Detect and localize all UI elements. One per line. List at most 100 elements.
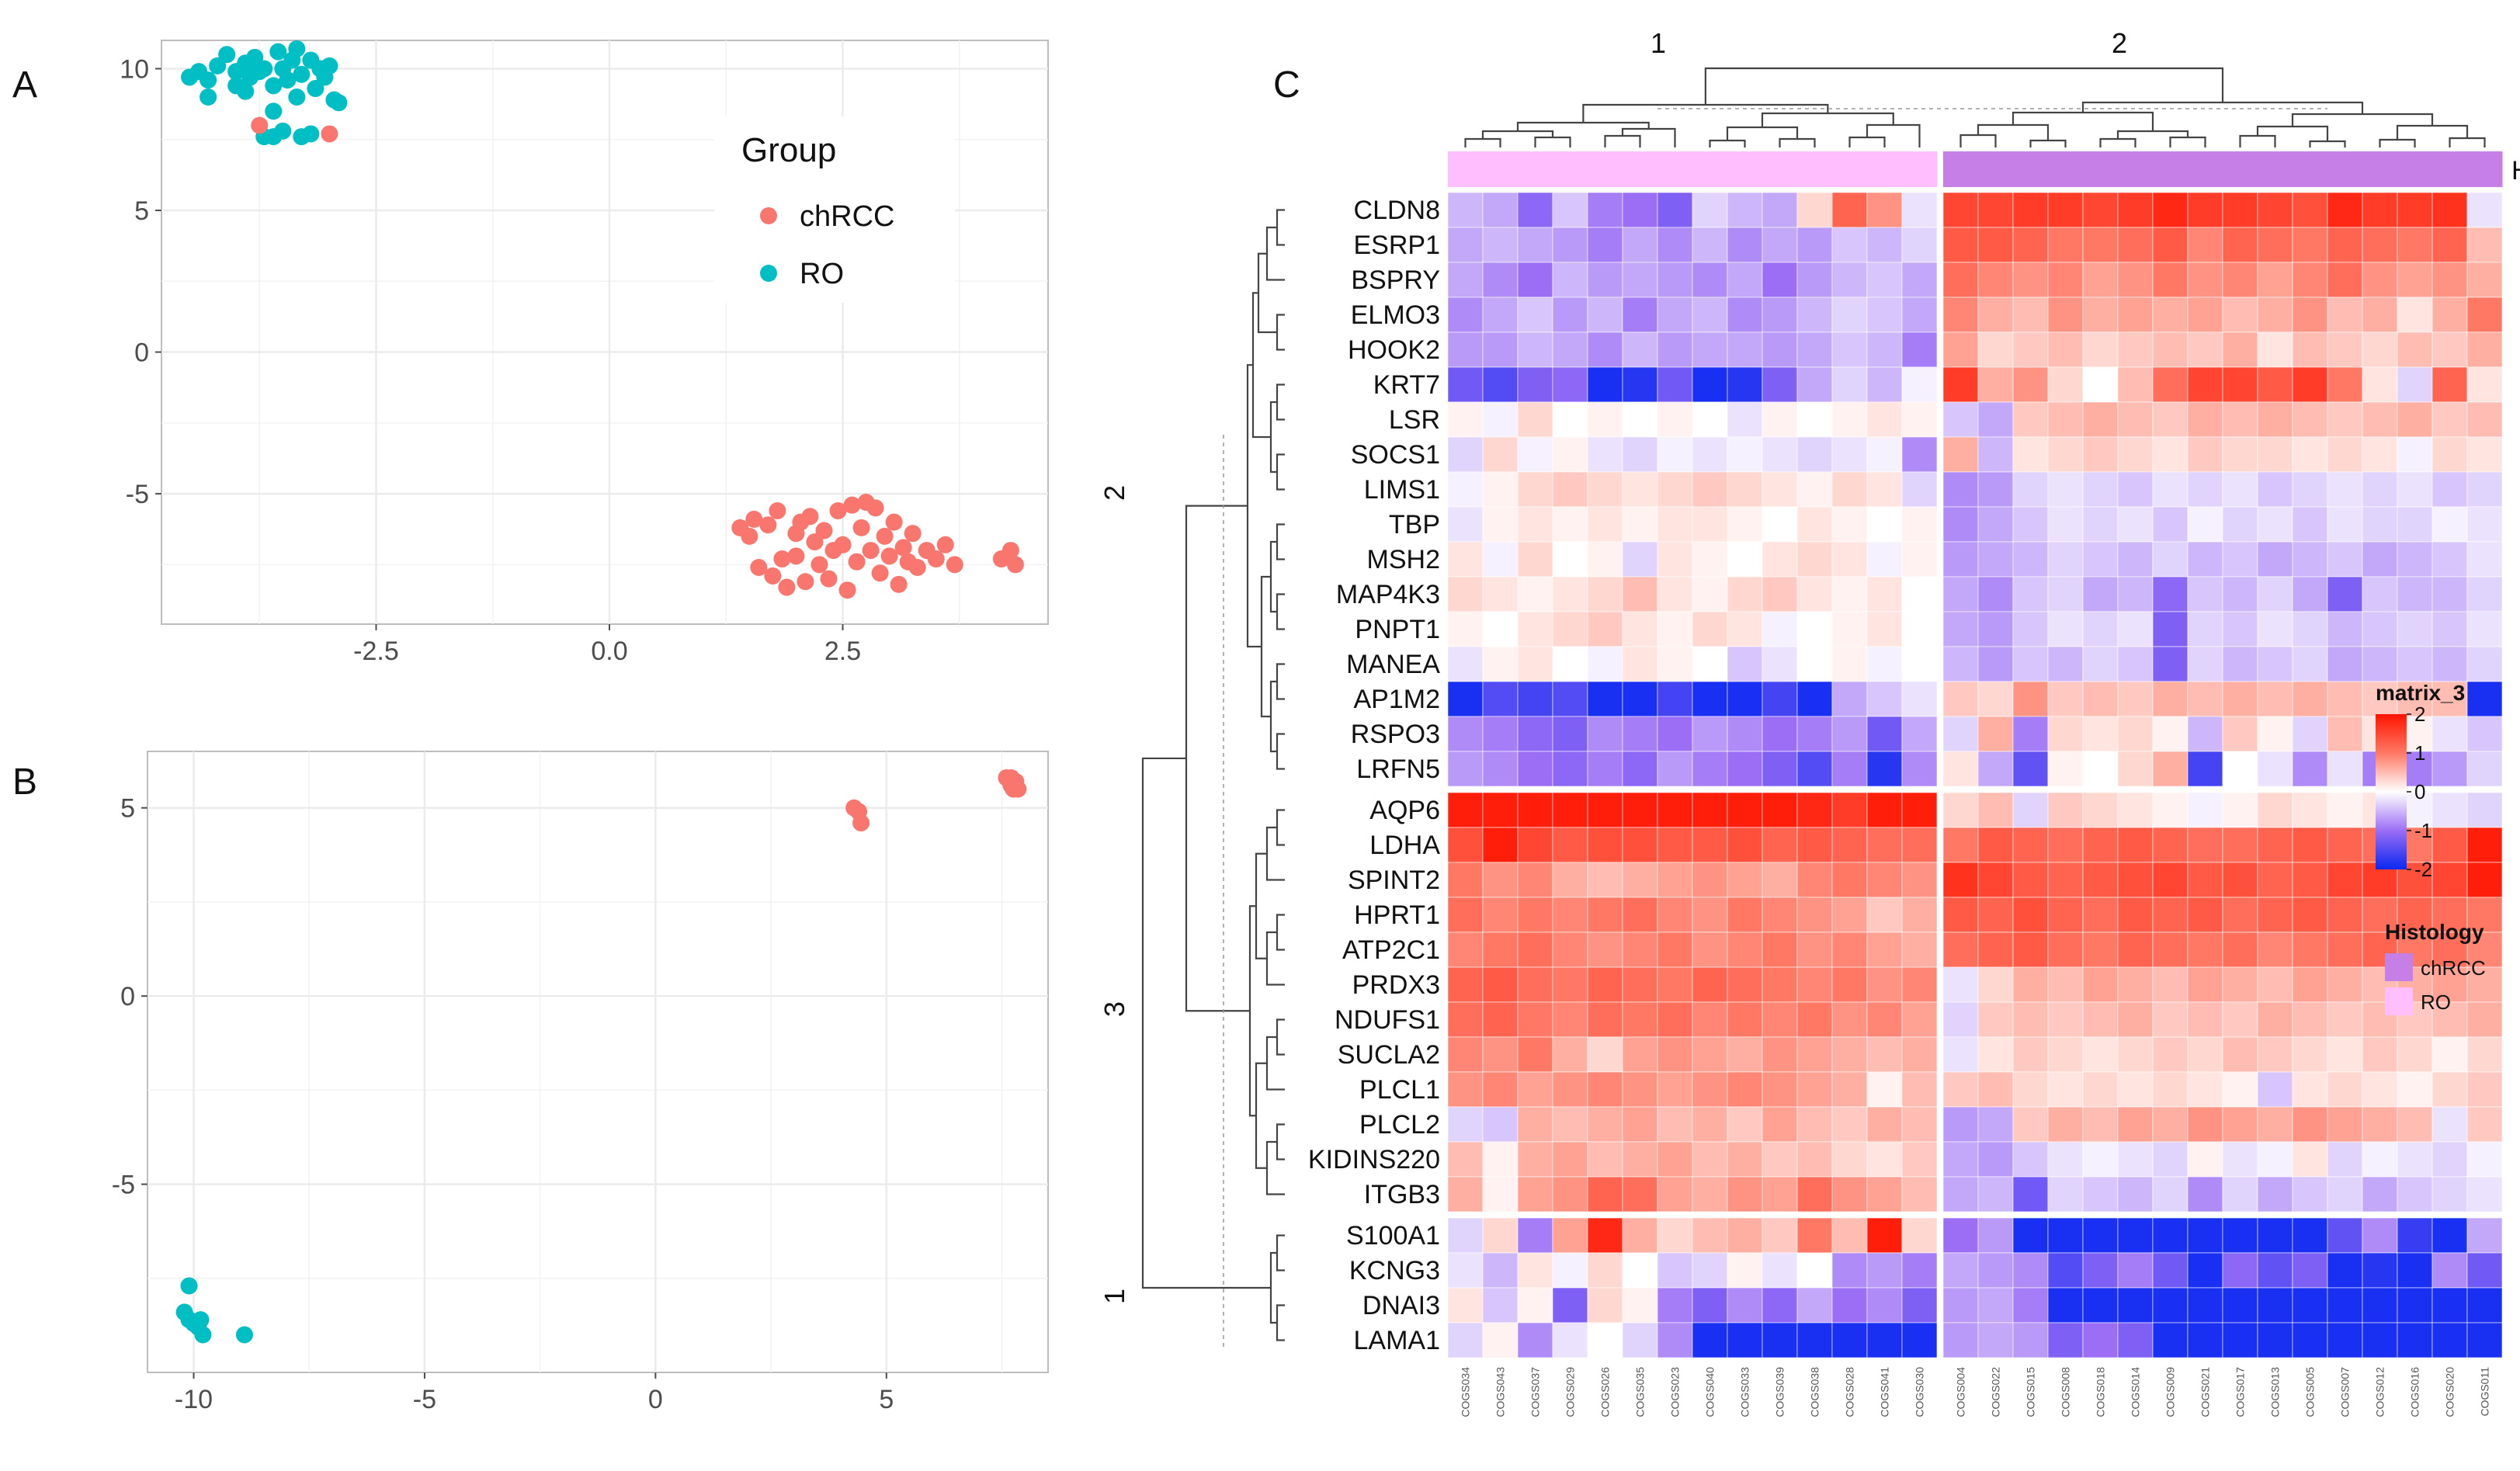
- heatmap-cell: [2152, 227, 2189, 263]
- heatmap-cell: [1517, 1001, 1553, 1038]
- heatmap-cell: [1622, 1071, 1658, 1108]
- heatmap-cell: [2082, 366, 2119, 403]
- heatmap-cell: [1762, 827, 1798, 863]
- heatmap-cell: [2257, 576, 2293, 612]
- heatmap-cell: [2466, 1176, 2503, 1213]
- heatmap-cell: [2082, 862, 2119, 898]
- heatmap-cell: [2152, 366, 2189, 403]
- heatmap-cell: [1622, 471, 1658, 508]
- heatmap-cell: [1796, 1001, 1833, 1038]
- heatmap-cell: [2257, 862, 2293, 898]
- heatmap-cell: [1727, 1141, 1763, 1178]
- heatmap-cell: [1657, 506, 1693, 543]
- heatmap-cell: [1762, 1252, 1798, 1289]
- heatmap-cell: [1447, 1141, 1484, 1178]
- heatmap-cell: [1657, 262, 1693, 298]
- heatmap-cell: [1901, 471, 1938, 508]
- heatmap-cell: [1796, 897, 1833, 933]
- heatmap-cell: [1517, 192, 1553, 228]
- heatmap-cell: [1447, 1322, 1484, 1358]
- heatmap-cell: [2117, 827, 2154, 863]
- heatmap-cell: [1447, 297, 1484, 333]
- panel-letter-c: C: [1273, 64, 1300, 106]
- heatmap-cell: [1552, 331, 1588, 368]
- heatmap-cell: [1942, 1322, 1979, 1358]
- histology-cell-ro: [1518, 151, 1553, 187]
- heatmap-cell: [2431, 1287, 2468, 1324]
- heatmap-cell: [2047, 541, 2084, 578]
- heatmap-cell: [2187, 436, 2223, 473]
- heatmap-cell: [1447, 227, 1484, 263]
- heatmap-cell: [1977, 1141, 2014, 1178]
- heatmap-cell: [2012, 1287, 2049, 1324]
- heatmap-cell: [1482, 192, 1519, 228]
- heatmap-cell: [2466, 297, 2503, 333]
- heatmap-cell: [2292, 1106, 2328, 1143]
- sample-label: COGS033: [1739, 1367, 1751, 1417]
- heatmap-cell: [2397, 1287, 2433, 1324]
- heatmap-cell: [1587, 192, 1623, 228]
- sample-label: COGS038: [1809, 1367, 1821, 1417]
- point-ro: [200, 88, 217, 106]
- heatmap-cell: [1727, 541, 1763, 578]
- dendrogram-branch: [1246, 364, 1262, 648]
- point-ro: [279, 71, 297, 89]
- heatmap-cell: [2222, 192, 2258, 228]
- heatmap-cell: [1901, 1106, 1938, 1143]
- heatmap-cell: [2257, 1141, 2293, 1178]
- heatmap-cell: [2187, 1176, 2223, 1213]
- point-chrcc: [904, 525, 922, 543]
- sample-label: COGS014: [2130, 1367, 2142, 1417]
- heatmap-cell: [1762, 1001, 1798, 1038]
- heatmap-cell: [1866, 1141, 1903, 1178]
- dendrogram-branch: [2011, 111, 2154, 131]
- point-chrcc: [880, 547, 898, 565]
- heatmap-cell: [1942, 1071, 1979, 1108]
- heatmap-cell: [1796, 966, 1833, 1003]
- heatmap-cell: [2466, 611, 2503, 647]
- heatmap-cell: [1762, 1176, 1798, 1213]
- heatmap-cell: [2222, 401, 2258, 438]
- heatmap-cell: [1447, 716, 1484, 752]
- heatmap-cell: [2117, 576, 2154, 612]
- heatmap-cell: [1587, 611, 1623, 647]
- point-ro: [302, 125, 320, 143]
- heatmap-cell: [2082, 611, 2119, 647]
- gene-label: HOOK2: [1348, 335, 1440, 365]
- heatmap-cell: [1482, 366, 1519, 403]
- heatmap-cell: [1692, 366, 1728, 403]
- heatmap-cell: [1552, 1217, 1588, 1254]
- heatmap-cell: [2292, 506, 2328, 543]
- heatmap-cell: [1692, 792, 1728, 828]
- point-chrcc: [801, 508, 819, 526]
- histology-legend-label-chrcc: chRCC: [2421, 956, 2486, 980]
- heatmap-cell: [1622, 297, 1658, 333]
- y-tick-label: -5: [126, 480, 149, 509]
- dendrogram-branch: [1276, 314, 1285, 351]
- heatmap-cell: [1762, 471, 1798, 508]
- heatmap-cell: [1762, 297, 1798, 333]
- heatmap-cell: [1447, 611, 1484, 647]
- heatmap-cell: [1727, 932, 1763, 968]
- heatmap-cell: [2152, 751, 2189, 787]
- heatmap-cell: [2187, 897, 2223, 933]
- heatmap-cell: [2431, 1217, 2468, 1254]
- heatmap-cell: [2012, 297, 2049, 333]
- heatmap-cell: [2117, 646, 2154, 682]
- heatmap-cell: [2047, 897, 2084, 933]
- heatmap-cell: [1727, 1001, 1763, 1038]
- heatmap-cell: [1517, 1322, 1553, 1358]
- gene-label: AP1M2: [1354, 685, 1441, 714]
- x-tick-label: -5: [413, 1385, 436, 1414]
- scatter-panel-a: -2.5 0.0 2.5 10 5 0 -5 Group chRCC RO: [120, 40, 1049, 666]
- heatmap-cell: [2466, 576, 2503, 612]
- dendrogram-branch: [1265, 1140, 1285, 1195]
- heatmap-cell: [1517, 541, 1553, 578]
- heatmap-cell: [1942, 827, 1979, 863]
- heatmap-cell: [2187, 1001, 2223, 1038]
- heatmap-cell: [2257, 262, 2293, 298]
- heatmap-cell: [2327, 932, 2363, 968]
- point-chrcc: [852, 814, 870, 832]
- heatmap-cell: [2152, 1106, 2189, 1143]
- heatmap-cell: [2012, 1071, 2049, 1108]
